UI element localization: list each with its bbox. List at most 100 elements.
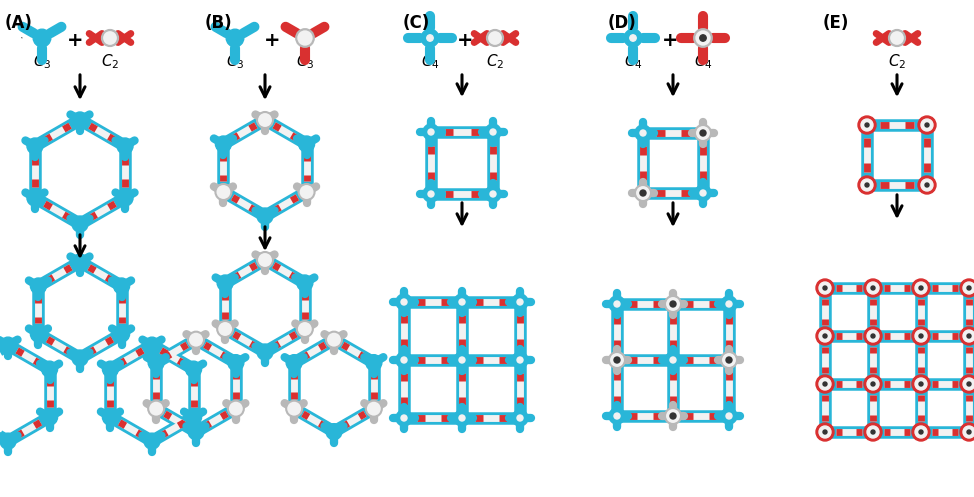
Text: $C_4$: $C_4$ — [623, 53, 643, 72]
Circle shape — [299, 184, 315, 200]
Circle shape — [609, 296, 625, 312]
Circle shape — [915, 426, 927, 438]
Circle shape — [915, 378, 927, 390]
Circle shape — [186, 361, 202, 377]
Circle shape — [286, 401, 302, 416]
Circle shape — [257, 344, 273, 360]
Circle shape — [366, 401, 382, 416]
Circle shape — [490, 129, 496, 135]
Circle shape — [401, 357, 407, 363]
Circle shape — [215, 184, 232, 200]
Circle shape — [297, 321, 313, 337]
Circle shape — [960, 279, 974, 297]
Circle shape — [635, 185, 651, 201]
Circle shape — [726, 413, 732, 419]
Circle shape — [144, 337, 160, 353]
Circle shape — [721, 352, 737, 368]
Circle shape — [0, 337, 16, 353]
Circle shape — [485, 124, 501, 140]
Circle shape — [864, 423, 882, 441]
Circle shape — [665, 296, 681, 312]
Circle shape — [114, 326, 130, 342]
Circle shape — [102, 361, 119, 377]
Circle shape — [864, 327, 882, 345]
Circle shape — [918, 176, 936, 194]
Circle shape — [296, 29, 314, 47]
Circle shape — [967, 430, 971, 434]
Circle shape — [517, 357, 523, 363]
Circle shape — [670, 301, 676, 307]
Circle shape — [188, 331, 204, 348]
Circle shape — [299, 136, 315, 152]
Circle shape — [670, 357, 676, 363]
Circle shape — [609, 352, 625, 368]
Text: $\mathbf{(A)}$: $\mathbf{(A)}$ — [20, 35, 24, 41]
Circle shape — [490, 191, 496, 197]
Circle shape — [912, 279, 930, 297]
Circle shape — [816, 423, 834, 441]
Circle shape — [257, 112, 273, 128]
Circle shape — [670, 413, 676, 419]
Circle shape — [726, 301, 732, 307]
Circle shape — [967, 334, 971, 338]
Circle shape — [30, 278, 47, 294]
Circle shape — [228, 355, 244, 371]
Circle shape — [819, 426, 831, 438]
Circle shape — [614, 413, 620, 419]
Circle shape — [919, 430, 923, 434]
Circle shape — [912, 423, 930, 441]
Text: $C_4$: $C_4$ — [421, 53, 439, 72]
Circle shape — [919, 334, 923, 338]
Circle shape — [454, 352, 470, 368]
Circle shape — [695, 185, 711, 201]
Circle shape — [396, 352, 412, 368]
Text: +: + — [67, 30, 83, 50]
Circle shape — [144, 433, 160, 449]
Circle shape — [721, 408, 737, 424]
Circle shape — [30, 326, 47, 342]
Circle shape — [609, 408, 625, 424]
Circle shape — [871, 334, 875, 338]
Circle shape — [635, 125, 651, 141]
Circle shape — [72, 254, 88, 270]
Circle shape — [640, 190, 646, 196]
Circle shape — [423, 124, 439, 140]
Circle shape — [459, 299, 465, 305]
Circle shape — [517, 299, 523, 305]
Circle shape — [864, 279, 882, 297]
Circle shape — [72, 112, 88, 128]
Circle shape — [816, 327, 834, 345]
Circle shape — [865, 123, 869, 127]
Text: $C_2$: $C_2$ — [101, 53, 119, 72]
Text: (A): (A) — [5, 14, 33, 32]
Circle shape — [699, 35, 706, 41]
Circle shape — [918, 116, 936, 134]
Text: (B): (B) — [205, 14, 233, 32]
Text: +: + — [457, 30, 473, 50]
Circle shape — [326, 423, 342, 440]
Text: (E): (E) — [823, 14, 849, 32]
Circle shape — [326, 331, 342, 348]
Circle shape — [485, 186, 501, 202]
Circle shape — [921, 179, 933, 191]
Circle shape — [217, 275, 233, 291]
Circle shape — [871, 430, 875, 434]
Text: +: + — [264, 30, 281, 50]
Circle shape — [963, 378, 974, 390]
Circle shape — [517, 415, 523, 421]
Circle shape — [823, 382, 827, 386]
Circle shape — [102, 30, 118, 46]
Circle shape — [640, 130, 646, 136]
Circle shape — [148, 355, 165, 371]
Circle shape — [915, 282, 927, 294]
Text: (C): (C) — [403, 14, 431, 32]
Circle shape — [861, 119, 873, 131]
Circle shape — [665, 352, 681, 368]
Circle shape — [428, 191, 434, 197]
Circle shape — [864, 375, 882, 393]
Circle shape — [960, 327, 974, 345]
Circle shape — [297, 275, 313, 291]
Circle shape — [816, 279, 834, 297]
Circle shape — [512, 352, 528, 368]
Circle shape — [512, 294, 528, 310]
